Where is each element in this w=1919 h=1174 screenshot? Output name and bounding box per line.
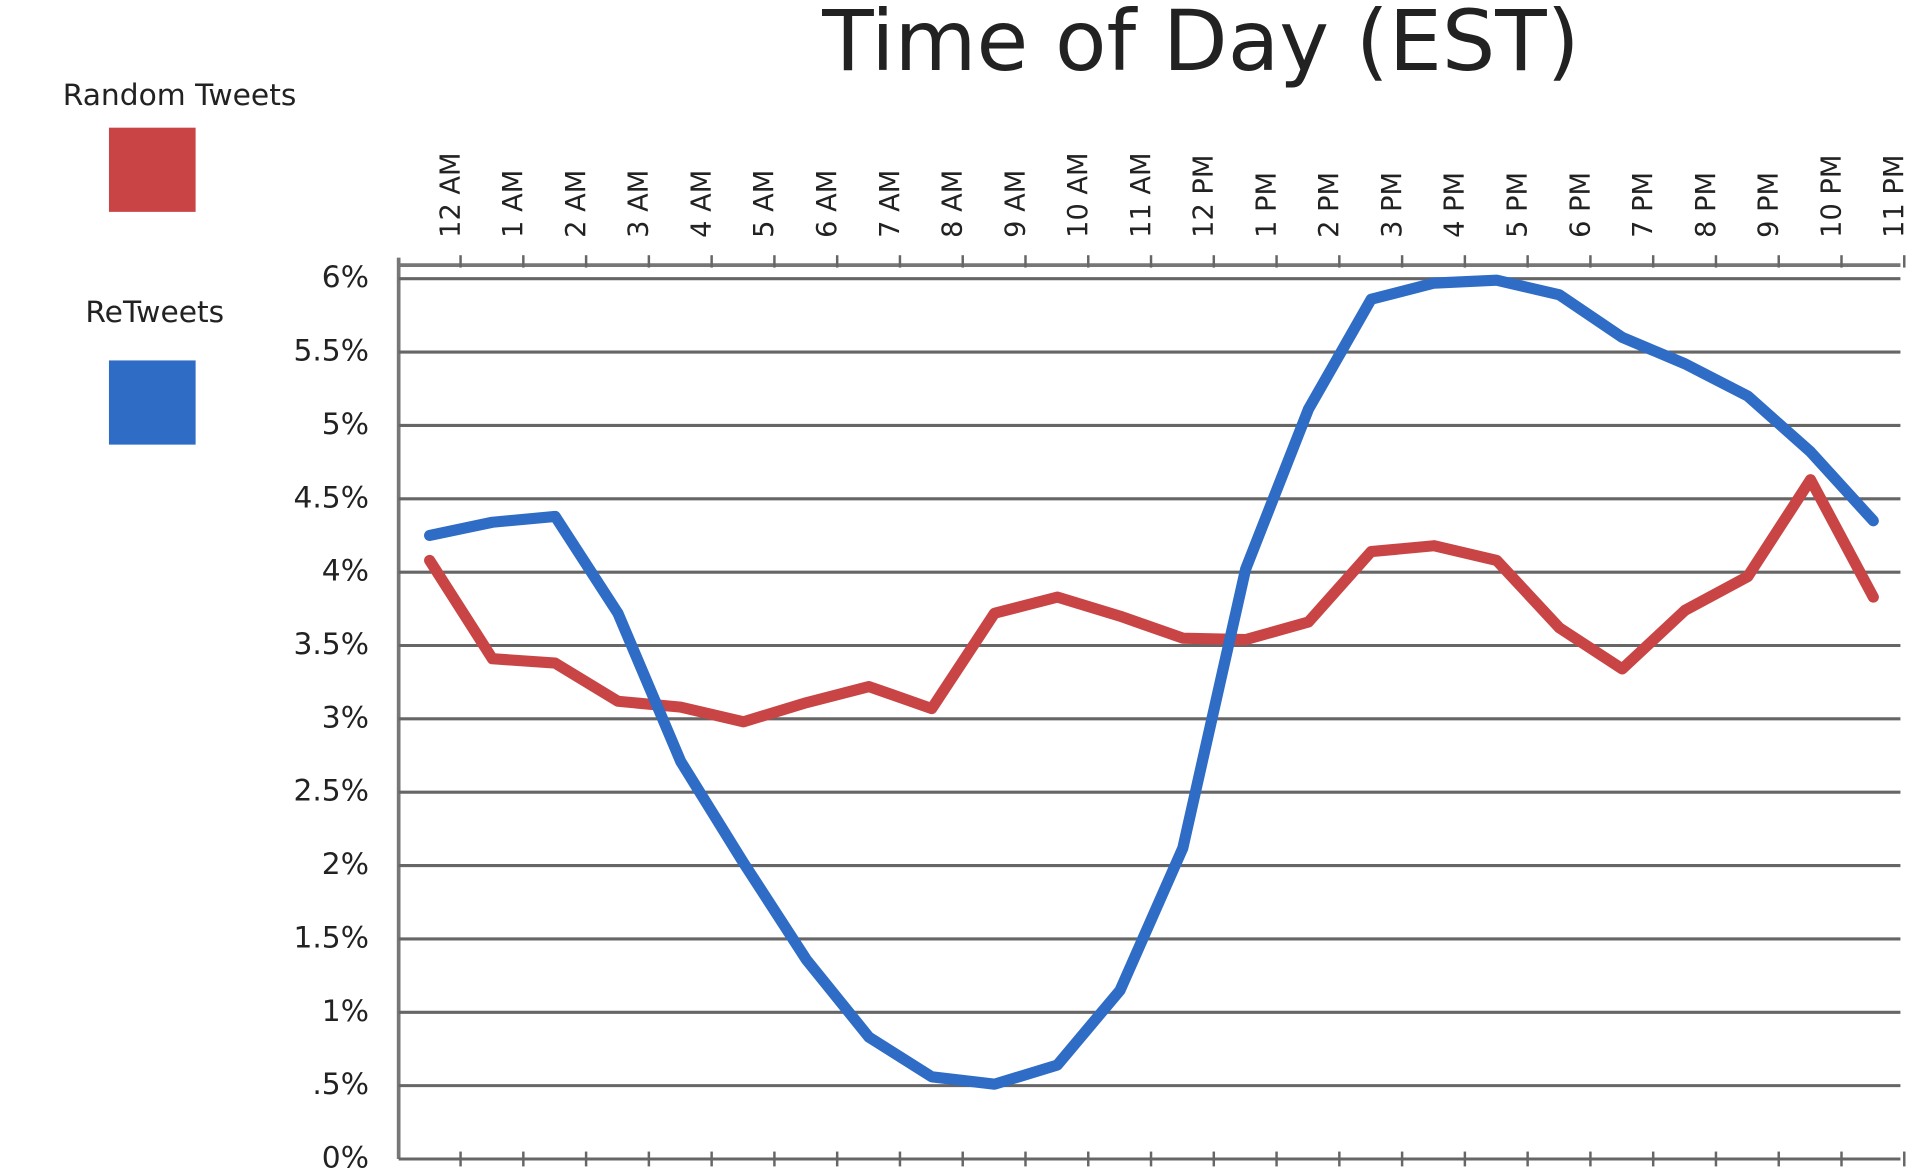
y-tick-label: 0% [322,1140,369,1174]
y-tick-label: .5% [312,1067,369,1102]
series-line [424,474,1879,728]
y-tick-label: 6% [322,260,369,295]
x-tick-label: 4 AM [686,170,717,238]
legend-label: Random Tweets [63,78,297,113]
x-tick-label: 8 AM [938,170,969,238]
legend-swatch [108,360,196,445]
x-tick-label: 3 AM [624,170,655,238]
y-tick-label: 5.5% [293,334,368,369]
x-tick-label: 12 AM [435,152,466,237]
x-tick-label: 7 AM [875,170,906,238]
x-tick-label: 3 PM [1377,172,1408,238]
y-tick-label: 4.5% [293,480,368,515]
y-tick-label: 4% [322,554,369,589]
legend-swatch [108,127,196,212]
x-tick-label: 1 PM [1251,172,1282,238]
x-tick-label: 11 AM [1126,152,1157,237]
x-tick-label: 12 PM [1189,155,1220,238]
x-tick-label: 10 AM [1063,152,1094,237]
x-tick-label: 7 PM [1628,172,1659,238]
x-tick-label: 6 AM [812,170,843,238]
y-tick-label: 5% [322,407,369,442]
y-tick-label: 2.5% [293,774,368,809]
y-tick-label: 1.5% [293,920,368,955]
legend-label: ReTweets [85,295,224,330]
x-tick-label: 1 AM [498,170,529,238]
y-tick-label: 3% [322,700,369,735]
y-tick-label: 2% [322,847,369,882]
x-tick-label: 9 AM [1000,170,1031,238]
x-tick-label: 9 PM [1754,172,1785,238]
x-tick-label: 5 PM [1502,172,1533,238]
x-tick-label: 5 AM [749,170,780,238]
y-tick-label: 3.5% [293,627,368,662]
series-line [424,274,1879,1090]
x-tick-label: 2 AM [561,170,592,238]
x-tick-label: 8 PM [1691,172,1722,238]
y-tick-label: 1% [322,994,369,1029]
x-tick-label: 6 PM [1565,172,1596,238]
x-tick-label: 4 PM [1440,172,1471,238]
x-tick-label: 11 PM [1879,155,1910,238]
chart-title: Time of Day (EST) [821,0,1579,90]
x-tick-label: 2 PM [1314,172,1345,238]
x-tick-label: 10 PM [1816,155,1847,238]
